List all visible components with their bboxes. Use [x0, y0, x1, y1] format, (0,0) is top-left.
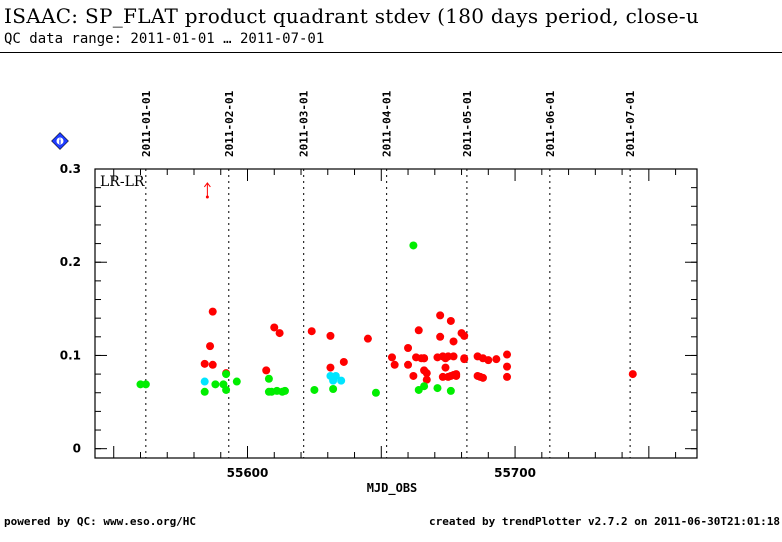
data-point — [326, 331, 335, 340]
date-marker-label: 2011-06-01 — [544, 90, 557, 157]
data-point — [232, 377, 241, 386]
data-point — [449, 337, 458, 346]
data-point — [414, 326, 423, 335]
data-point — [484, 356, 493, 365]
footer-created-by: created by trendPlotter v2.7.2 on 2011-0… — [429, 515, 780, 528]
x-axis-label: MJD_OBS — [367, 481, 418, 496]
data-point — [503, 372, 512, 381]
data-point — [503, 362, 512, 371]
chart-subtitle: QC data range: 2011-01-01 … 2011-07-01 — [4, 31, 325, 47]
data-point — [208, 307, 217, 316]
y-tick-label: 0.1 — [60, 348, 81, 362]
data-point — [503, 350, 512, 359]
data-point — [262, 366, 271, 375]
data-point — [460, 355, 469, 364]
data-point — [222, 385, 231, 394]
info-badge-glyph: i — [59, 138, 61, 146]
data-point — [339, 357, 348, 366]
data-point — [270, 323, 279, 332]
data-point — [478, 373, 487, 382]
data-point — [264, 374, 273, 383]
data-point — [208, 360, 217, 369]
data-point — [409, 371, 418, 380]
data-point — [275, 329, 284, 338]
data-point — [436, 332, 445, 341]
scatter-chart: 2011-01-01 2011-02-01 2011-03-01 2011-04-01… — [51, 90, 698, 496]
data-point — [420, 354, 429, 363]
chart-title: ISAAC: SP_FLAT product quadrant stdev (1… — [4, 4, 700, 28]
data-point — [200, 359, 209, 368]
data-point — [422, 369, 431, 378]
data-point — [390, 360, 399, 369]
date-marker-label: 2011-01-01 — [140, 90, 153, 157]
data-point — [326, 363, 335, 372]
data-point — [628, 370, 637, 379]
y-tick-label: 0 — [73, 442, 81, 456]
data-point — [141, 380, 150, 389]
data-point — [446, 386, 455, 395]
data-point — [404, 360, 413, 369]
data-point — [436, 311, 445, 320]
data-point — [200, 377, 209, 386]
data-point — [433, 384, 442, 393]
date-marker-label: 2011-04-01 — [381, 90, 394, 157]
date-marker-label: 2011-07-01 — [624, 90, 637, 157]
data-point — [310, 385, 319, 394]
y-tick-label: 0.2 — [60, 255, 81, 269]
outlier-arrow-base — [205, 195, 209, 199]
outlier-arrow-head — [203, 182, 211, 188]
data-point — [363, 334, 372, 343]
data-point — [307, 327, 316, 336]
data-point — [404, 343, 413, 352]
date-marker-label: 2011-05-01 — [461, 90, 474, 157]
date-marker-label: 2011-03-01 — [298, 90, 311, 157]
data-point — [409, 241, 418, 250]
data-point — [460, 331, 469, 340]
data-point — [422, 375, 431, 384]
x-tick-label: 55700 — [494, 466, 536, 480]
x-tick-label: 55600 — [227, 466, 269, 480]
data-point — [371, 388, 380, 397]
y-tick-label: 0.3 — [60, 162, 81, 176]
data-point — [452, 370, 461, 379]
data-point — [222, 370, 231, 379]
footer-powered-by: powered by QC: www.eso.org/HC — [4, 515, 197, 528]
data-point — [280, 386, 289, 395]
data-point — [329, 385, 338, 394]
panel-label: LR-LR — [100, 174, 145, 190]
data-point — [449, 352, 458, 361]
data-point — [492, 355, 501, 364]
data-point — [206, 342, 215, 351]
data-point — [387, 353, 396, 362]
data-point — [200, 387, 209, 396]
data-point — [211, 380, 220, 389]
data-point — [420, 382, 429, 391]
data-point — [331, 371, 340, 380]
data-point — [441, 363, 450, 372]
date-marker-label: 2011-02-01 — [223, 90, 236, 157]
plot-frame — [94, 168, 698, 459]
info-badge-center — [56, 137, 64, 145]
header-rule — [0, 52, 782, 53]
data-point — [446, 316, 455, 325]
data-point — [337, 376, 346, 385]
